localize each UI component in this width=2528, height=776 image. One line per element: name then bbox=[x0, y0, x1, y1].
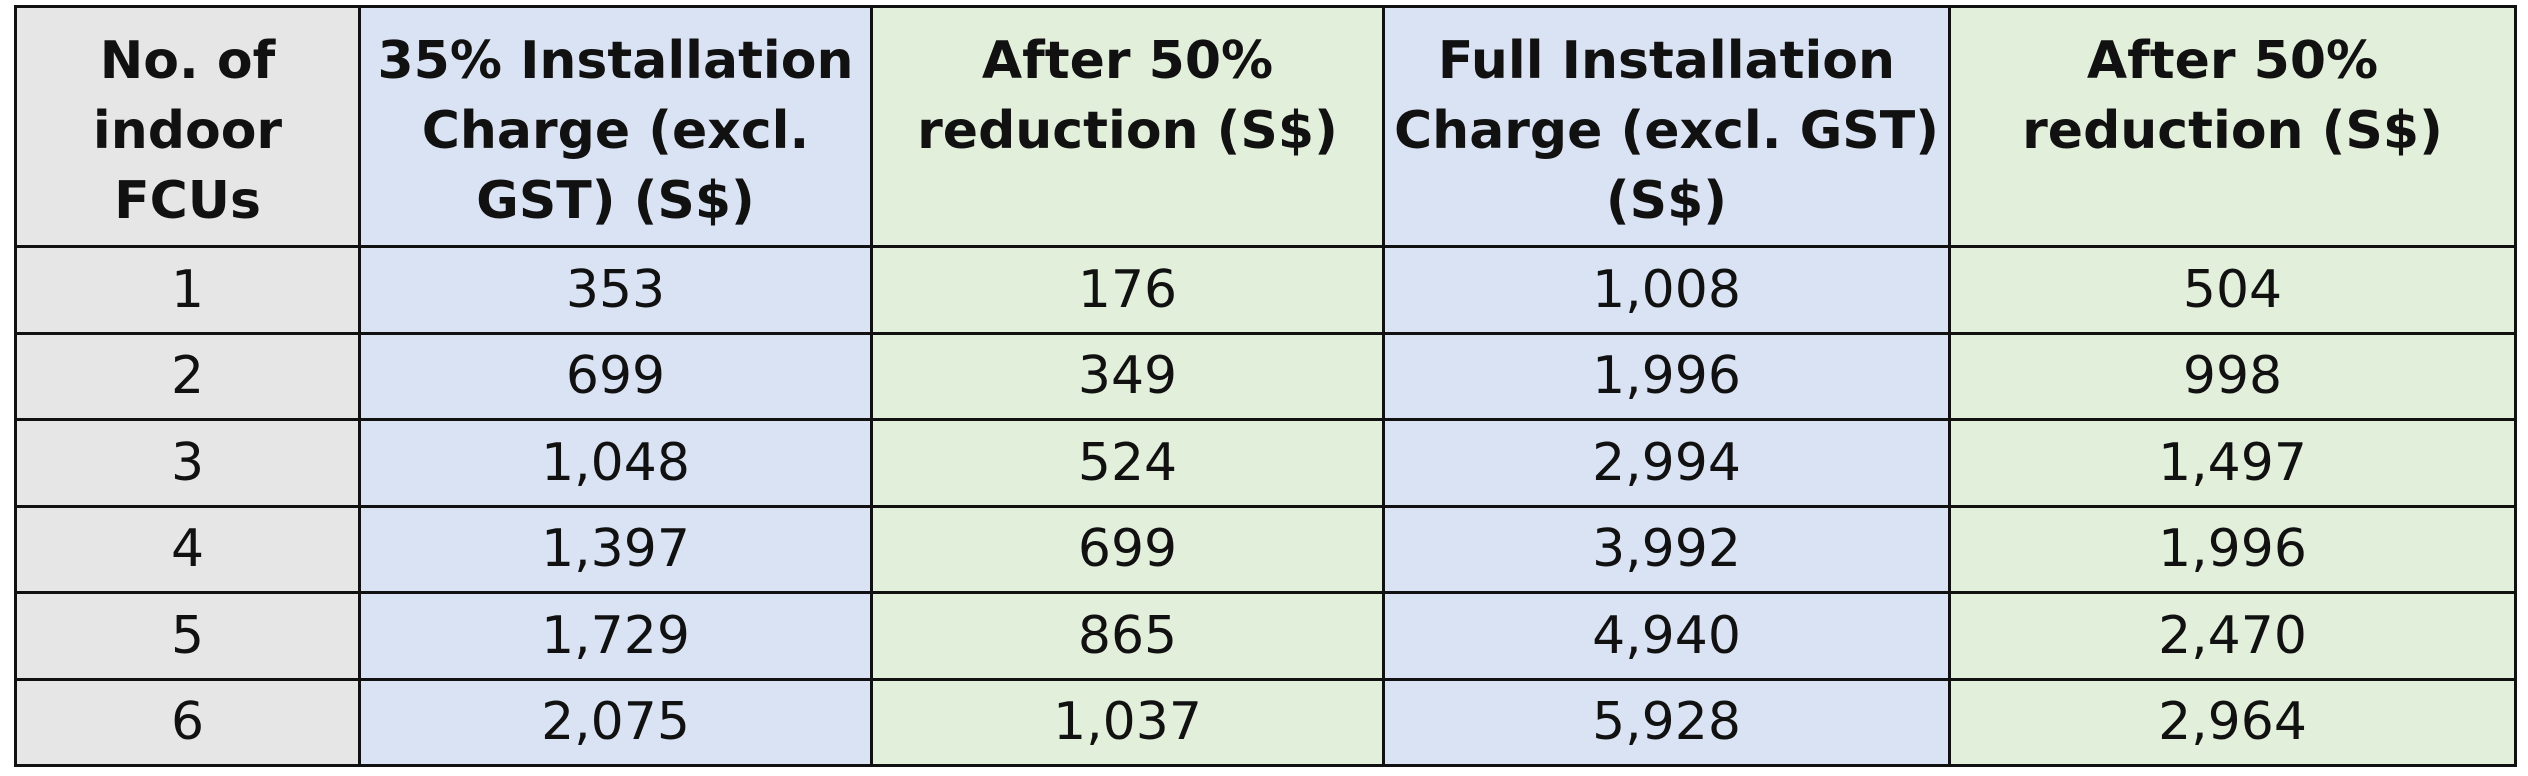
cell-35-percent-after-reduction: 176 bbox=[870, 245, 1385, 335]
cell-full-after-reduction: 998 bbox=[1948, 331, 2517, 421]
cell-35-percent-charge: 699 bbox=[358, 331, 873, 421]
table-row: 4 1,397 699 3,992 1,996 bbox=[14, 504, 2517, 594]
cell-fcu-count: 4 bbox=[14, 504, 361, 594]
cell-full-after-reduction: 2,470 bbox=[1948, 591, 2517, 681]
cell-full-charge: 2,994 bbox=[1382, 418, 1951, 508]
cell-full-after-reduction: 1,996 bbox=[1948, 504, 2517, 594]
header-fcu-count: No. of indoor FCUs bbox=[14, 5, 361, 248]
cell-fcu-count: 1 bbox=[14, 245, 361, 335]
cell-35-percent-charge: 1,397 bbox=[358, 504, 873, 594]
cell-full-after-reduction: 504 bbox=[1948, 245, 2517, 335]
table-row: 5 1,729 865 4,940 2,470 bbox=[14, 591, 2517, 681]
cell-full-after-reduction: 1,497 bbox=[1948, 418, 2517, 508]
table-row: 6 2,075 1,037 5,928 2,964 bbox=[14, 677, 2517, 767]
cell-fcu-count: 3 bbox=[14, 418, 361, 508]
cell-full-charge: 1,008 bbox=[1382, 245, 1951, 335]
table-header-row: No. of indoor FCUs 35% Installation Char… bbox=[14, 5, 2517, 248]
table-row: 3 1,048 524 2,994 1,497 bbox=[14, 418, 2517, 508]
cell-full-after-reduction: 2,964 bbox=[1948, 677, 2517, 767]
cell-full-charge: 4,940 bbox=[1382, 591, 1951, 681]
table-row: 2 699 349 1,996 998 bbox=[14, 331, 2517, 421]
cell-35-percent-charge: 1,048 bbox=[358, 418, 873, 508]
cell-fcu-count: 5 bbox=[14, 591, 361, 681]
cell-35-percent-charge: 2,075 bbox=[358, 677, 873, 767]
cell-35-percent-after-reduction: 524 bbox=[870, 418, 1385, 508]
header-full-after-reduction: After 50% reduction (S$) bbox=[1948, 5, 2517, 248]
installation-charge-table: No. of indoor FCUs 35% Installation Char… bbox=[14, 5, 2517, 767]
cell-35-percent-after-reduction: 865 bbox=[870, 591, 1385, 681]
cell-full-charge: 1,996 bbox=[1382, 331, 1951, 421]
cell-fcu-count: 2 bbox=[14, 331, 361, 421]
cell-35-percent-charge: 353 bbox=[358, 245, 873, 335]
cell-fcu-count: 6 bbox=[14, 677, 361, 767]
cell-35-percent-after-reduction: 699 bbox=[870, 504, 1385, 594]
cell-35-percent-charge: 1,729 bbox=[358, 591, 873, 681]
table-row: 1 353 176 1,008 504 bbox=[14, 245, 2517, 335]
cell-35-percent-after-reduction: 349 bbox=[870, 331, 1385, 421]
cell-full-charge: 3,992 bbox=[1382, 504, 1951, 594]
header-35-percent-charge: 35% Installation Charge (excl. GST) (S$) bbox=[358, 5, 873, 248]
header-35-percent-after-reduction: After 50% reduction (S$) bbox=[870, 5, 1385, 248]
header-full-charge: Full Installation Charge (excl. GST) (S$… bbox=[1382, 5, 1951, 248]
cell-full-charge: 5,928 bbox=[1382, 677, 1951, 767]
cell-35-percent-after-reduction: 1,037 bbox=[870, 677, 1385, 767]
